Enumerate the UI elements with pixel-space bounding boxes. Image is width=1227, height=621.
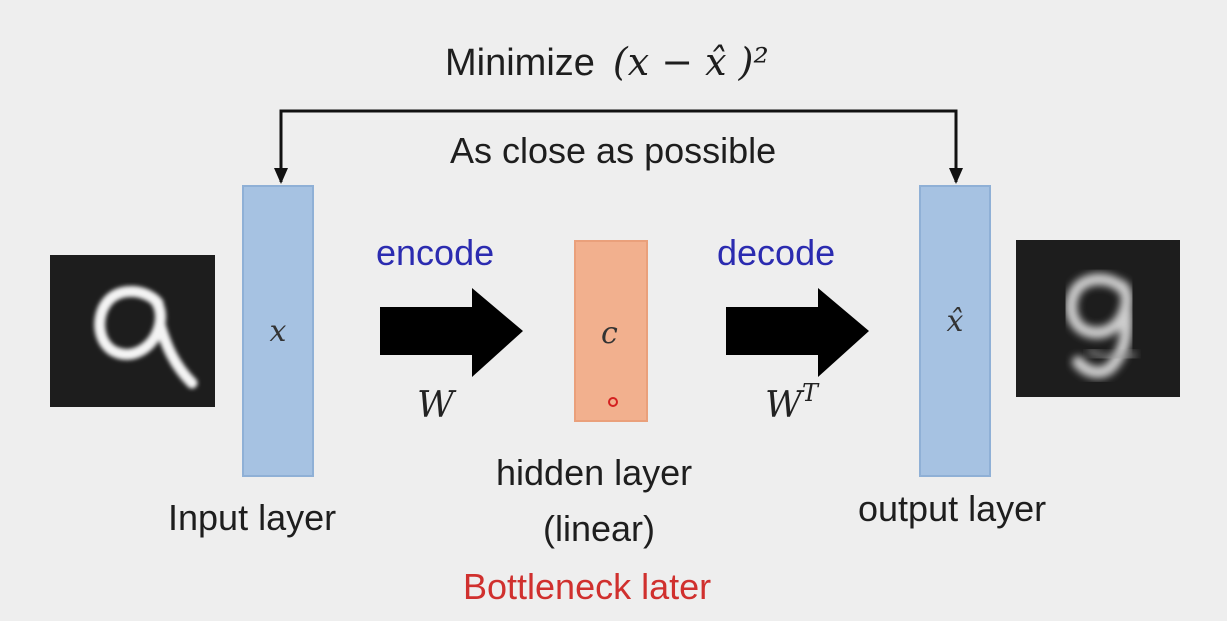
decode-label: decode	[717, 232, 836, 273]
decode-arrow-icon	[726, 288, 869, 377]
hidden-layer-box: c	[574, 240, 648, 422]
input-layer-symbol: x	[269, 313, 287, 349]
decode-weight-symbol: W	[765, 385, 803, 426]
hidden-layer-type: (linear)	[543, 508, 656, 549]
feedback-arrowhead-right	[949, 168, 963, 184]
decode-weight-superscript: T	[802, 379, 819, 407]
output-layer-symbol: x̂	[946, 303, 964, 339]
output-digit-image	[1016, 240, 1180, 397]
hidden-layer-symbol: c	[601, 316, 618, 351]
hidden-unit-dot	[608, 397, 618, 407]
output-layer-label: output layer	[858, 488, 1047, 529]
feedback-arrowhead-left	[274, 168, 288, 184]
objective-formula: (x − x̂ )²	[612, 40, 769, 84]
input-digit-image	[50, 255, 215, 407]
subtitle: As close as possible	[450, 130, 777, 171]
decode-weight: WT	[765, 379, 818, 426]
objective-label: Minimize	[445, 42, 595, 84]
output-layer-box: x̂	[919, 185, 991, 477]
input-layer-label: Input layer	[168, 497, 337, 538]
encode-label: encode	[376, 232, 495, 273]
handwritten-digit-9-icon	[94, 286, 198, 389]
bottleneck-note: Bottleneck later	[463, 566, 712, 607]
encode-arrow-icon	[380, 288, 523, 377]
reconstructed-digit-9-icon	[1065, 273, 1138, 379]
objective-title: Minimize (x − x̂ )²	[445, 40, 769, 85]
feedback-line	[279, 109, 958, 182]
input-layer-box: x	[242, 185, 314, 477]
encode-weight: W	[417, 385, 455, 426]
hidden-layer-label: hidden layer	[496, 452, 693, 493]
